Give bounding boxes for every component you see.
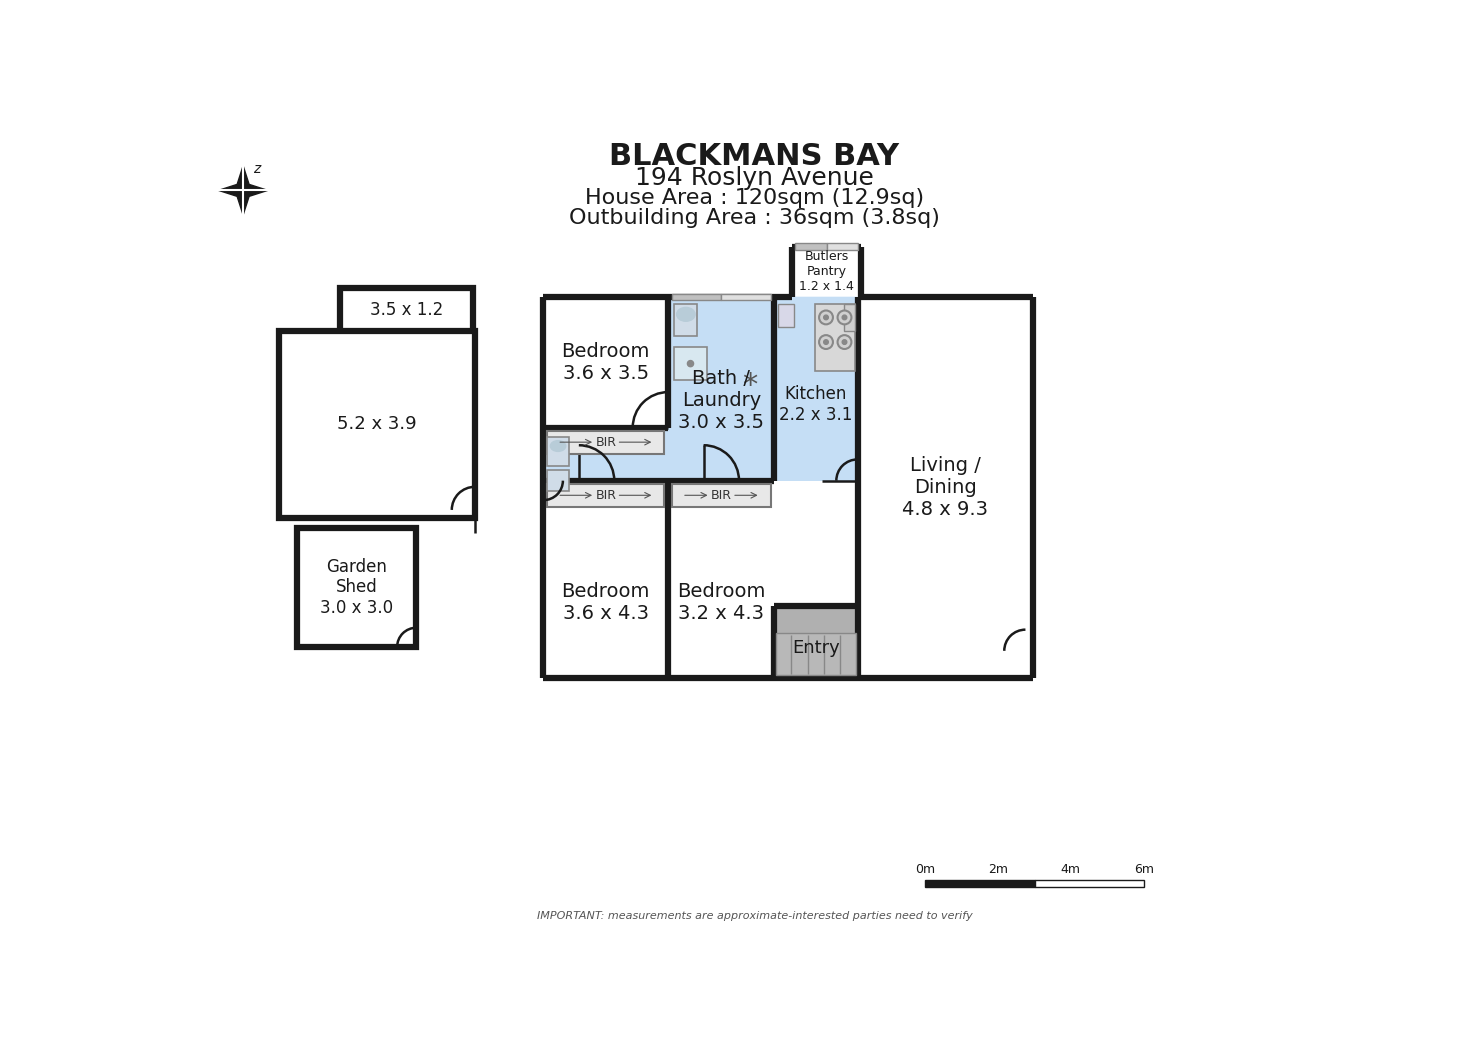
Bar [674,304,698,336]
Text: *: * [742,372,758,401]
Bar [278,331,475,517]
Bar [774,606,858,678]
Text: 5.2 x 3.9: 5.2 x 3.9 [337,415,417,433]
Text: Garden
Shed
3.0 x 3.0: Garden Shed 3.0 x 3.0 [319,558,393,617]
Circle shape [824,315,829,320]
Text: House Area : 120sqm (12.9sq): House Area : 120sqm (12.9sq) [584,188,924,208]
Circle shape [818,335,833,349]
Bar [926,880,1035,887]
Circle shape [842,339,846,345]
Circle shape [842,315,846,320]
Text: Kitchen
2.2 x 3.1: Kitchen 2.2 x 3.1 [779,385,852,424]
Text: Outbuilding Area : 36sqm (3.8sq): Outbuilding Area : 36sqm (3.8sq) [570,208,939,228]
Bar [548,437,568,466]
Circle shape [838,335,851,349]
Bar [668,298,774,481]
Bar [827,244,858,250]
Bar [795,244,827,250]
Text: 194 Roslyn Avenue: 194 Roslyn Avenue [634,167,874,191]
Bar [340,288,474,333]
Circle shape [687,360,693,366]
Text: 2m: 2m [988,863,1008,875]
Bar [297,528,417,646]
Circle shape [818,310,833,325]
Text: BLACKMANS BAY: BLACKMANS BAY [609,142,899,171]
Bar [543,298,668,428]
Text: 0m: 0m [916,863,935,875]
Ellipse shape [677,307,695,322]
Bar [668,481,774,678]
Text: BIR: BIR [595,489,617,502]
Text: Living /
Dining
4.8 x 9.3: Living / Dining 4.8 x 9.3 [902,456,988,519]
Bar [543,481,668,678]
Polygon shape [774,298,858,481]
Bar [548,469,568,491]
Text: BIR: BIR [711,489,732,502]
Bar [721,295,770,301]
Text: 6m: 6m [1133,863,1154,875]
Bar [548,484,664,507]
Circle shape [838,310,851,325]
Bar [673,484,770,507]
Text: IMPORTANT: measurements are approximate-interested parties need to verify: IMPORTANT: measurements are approximate-… [536,912,973,921]
Bar [776,633,857,676]
Text: Bedroom
3.6 x 3.5: Bedroom 3.6 x 3.5 [562,341,651,383]
Text: Entry: Entry [792,639,841,657]
Bar [843,304,855,330]
Text: Bedroom
3.2 x 4.3: Bedroom 3.2 x 4.3 [677,582,765,623]
Polygon shape [218,166,268,215]
Text: BIR: BIR [595,436,617,449]
Bar [792,247,861,298]
Bar [774,298,858,481]
Text: 4m: 4m [1061,863,1080,875]
Bar [548,431,664,454]
Text: Bedroom
3.6 x 4.3: Bedroom 3.6 x 4.3 [562,582,651,623]
Bar [858,298,1033,678]
Text: Bath /
Laundry
3.0 x 3.5: Bath / Laundry 3.0 x 3.5 [679,370,764,432]
Text: z: z [253,162,261,176]
Bar [673,295,721,301]
Bar [815,304,855,372]
Bar [779,304,793,327]
Bar [674,348,707,380]
Circle shape [824,339,829,345]
Text: Butlers
Pantry
1.2 x 1.4: Butlers Pantry 1.2 x 1.4 [799,251,854,294]
Ellipse shape [551,440,565,452]
Bar [543,428,668,481]
Text: 3.5 x 1.2: 3.5 x 1.2 [369,302,443,320]
Bar [1035,880,1144,887]
